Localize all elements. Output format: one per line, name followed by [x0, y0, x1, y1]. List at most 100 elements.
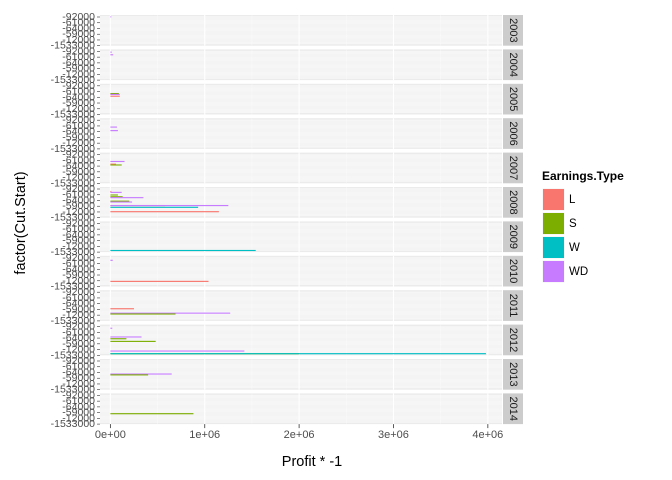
y-tick-label: -61000 [62, 258, 95, 270]
bar-2012-W [110, 353, 486, 355]
bar-2005-L [110, 95, 120, 97]
facet-strip-label: 2008 [507, 190, 519, 214]
y-tick-label: -12000 [62, 68, 95, 80]
legend-swatch [543, 261, 564, 282]
facet-strip-label: 2009 [507, 225, 519, 249]
bar-2006-WD [110, 126, 117, 128]
x-tick-label: 1e+06 [189, 429, 220, 441]
legend-title: Earnings.Type [542, 169, 624, 183]
facet-strip-label: 2007 [507, 156, 519, 180]
panel-background [100, 83, 502, 115]
y-tick-label: -1533000 [51, 143, 96, 155]
y-tick-labels: -92000-61000-64000-59000-12000-1533000 [51, 149, 100, 189]
bar-2006-WD [110, 130, 118, 132]
y-tick-label: -59000 [62, 97, 95, 109]
legend-swatch [543, 237, 564, 258]
y-tick-label: -92000 [62, 286, 95, 298]
y-tick-label: -12000 [62, 378, 95, 390]
bar-2012-S [110, 340, 156, 342]
facet-strip-label: 2013 [507, 362, 519, 386]
y-tick-label: -92000 [62, 149, 95, 161]
y-tick-label: -61000 [62, 189, 95, 201]
y-tick-label: -59000 [62, 200, 95, 212]
facet-strip-label: 2004 [507, 53, 519, 77]
facet-strip [503, 152, 523, 184]
bar-2008-S [110, 196, 123, 198]
bar-2007-L [110, 163, 117, 165]
chart-panels: 2003-92000-61000-64000-59000-12000-15330… [51, 11, 523, 430]
facet-strip-label: 2003 [507, 18, 519, 42]
panel-background [100, 290, 502, 321]
bar-2008-WD [110, 201, 133, 203]
bar-2003-WD [110, 16, 112, 18]
y-tick-label: -1533000 [51, 384, 96, 396]
bar-2008-L [110, 211, 219, 213]
bar-2014-S [110, 413, 194, 415]
y-tick-label: -61000 [62, 120, 95, 132]
y-tick-label: -64000 [62, 126, 95, 138]
facet-panel-2003: 2003 -92000-61000-64000-59000-12000-15330… [51, 11, 523, 52]
y-tick-label: -61000 [62, 326, 95, 338]
y-tick-label: -64000 [62, 263, 95, 275]
bar-2012-WD [110, 336, 142, 338]
y-tick-label: -1533000 [51, 349, 96, 361]
bar-2008-WD [110, 204, 229, 207]
y-tick-label: -92000 [62, 80, 95, 92]
facet-strip [503, 221, 523, 253]
y-tick-labels: -92000-61000-64000-59000-12000-1533000 [51, 45, 100, 86]
legend-item-S: S [541, 211, 577, 236]
bar-2012-WD [110, 350, 245, 352]
y-tick-labels: -92000-61000-64000-59000-12000-1533000 [51, 11, 100, 52]
y-tick-label: -64000 [62, 229, 95, 241]
y-tick-labels: -92000-61000-64000-59000-12000-1533000 [51, 321, 100, 361]
bar-2008-L [110, 190, 112, 193]
bar-2004-WD [110, 54, 114, 56]
bar-2007-WD [110, 160, 125, 163]
x-axis: 0e+00 1e+06 2e+06 3e+06 4e+06 [95, 424, 503, 441]
y-tick-label: -12000 [62, 103, 95, 115]
y-tick-labels: -92000-61000-64000-59000-12000-1533000 [51, 252, 100, 293]
facet-strip [503, 324, 523, 356]
x-tick-label: 2e+06 [284, 429, 315, 441]
bar-2012-WD [110, 327, 113, 329]
legend-items: LSW WD [541, 187, 588, 284]
y-tick-label: -1533000 [51, 212, 96, 224]
y-tick-label: -61000 [62, 154, 95, 166]
legend-item-W: W [541, 235, 580, 260]
bar-2010-WD [110, 259, 113, 261]
y-tick-label: -64000 [62, 57, 95, 69]
facet-strip [503, 393, 523, 425]
y-tick-label: -1533000 [51, 177, 96, 189]
y-tick-label: -12000 [62, 412, 95, 424]
legend-swatch [543, 189, 564, 210]
y-tick-label: -1533000 [51, 40, 96, 52]
y-tick-labels: -92000-61000-64000-59000-12000-1533000 [51, 286, 100, 327]
x-tick-label: 3e+06 [378, 429, 409, 441]
facet-strip [503, 255, 523, 287]
facet-panel-2006: 2006 -92000-61000-64000-59000-12000-15330… [51, 114, 523, 155]
facet-panel-2012: 2012 -92000-61000-64000-59000-12000-15330… [51, 321, 523, 361]
y-tick-label: -59000 [62, 131, 95, 143]
y-tick-label: -59000 [62, 338, 95, 350]
y-tick-label: -92000 [62, 11, 95, 23]
facet-panel-2011: 2011 -92000-61000-64000-59000-12000-15330… [51, 286, 523, 327]
facet-strip [503, 15, 523, 46]
y-tick-label: -59000 [62, 407, 95, 419]
y-tick-label: -12000 [62, 34, 95, 46]
legend-item-L: L [541, 187, 576, 212]
y-tick-label: -92000 [62, 45, 95, 57]
y-tick-label: -92000 [62, 389, 95, 401]
y-tick-label: -64000 [62, 332, 95, 344]
y-tick-label: -59000 [62, 166, 95, 178]
y-tick-label: -12000 [62, 309, 95, 321]
facet-panel-2010: 2010 -92000-61000-64000-59000-12000-15330… [51, 252, 523, 293]
y-tick-label: -64000 [62, 401, 95, 413]
y-tick-label: -61000 [62, 292, 95, 304]
y-tick-labels: -92000-61000-64000-59000-12000-1533000 [51, 80, 100, 121]
facet-strip [503, 83, 523, 115]
bar-2005-S [110, 93, 119, 95]
y-tick-label: -64000 [62, 91, 95, 103]
bar-2009-W [110, 249, 256, 252]
y-tick-label: -12000 [62, 240, 95, 252]
bar-2012-S [110, 338, 127, 340]
